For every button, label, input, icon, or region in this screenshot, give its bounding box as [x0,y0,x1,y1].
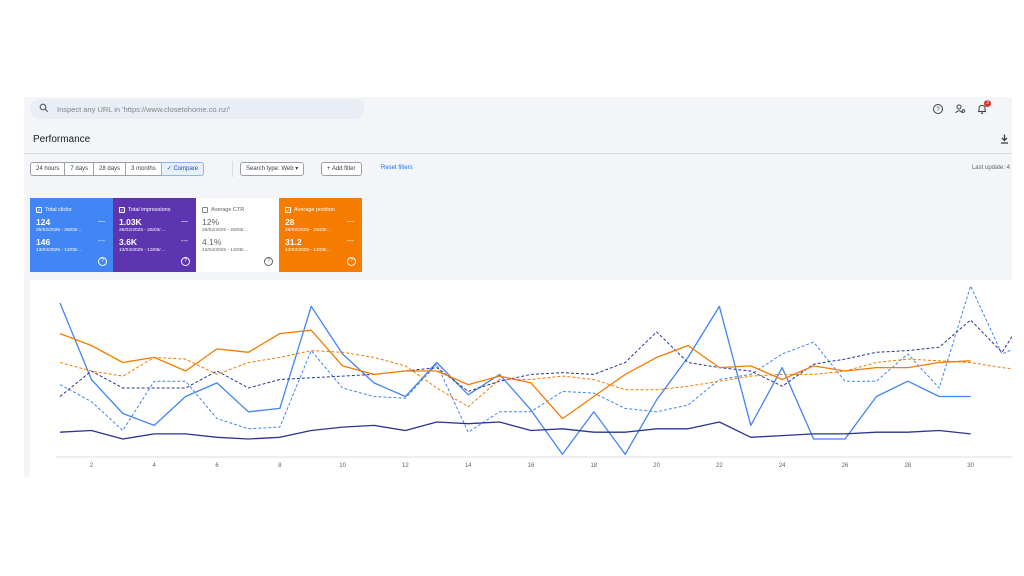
x-tick-label: 26 [842,463,849,469]
x-tick-label: 14 [465,463,472,469]
metric-range-previous: 13/04/2025 - 13/05/… [36,248,83,253]
metric-value-current: 12% [202,217,220,227]
range-7-days[interactable]: 7 days [64,162,95,176]
checkbox-checked-icon[interactable]: ✓ [119,207,125,214]
x-tick-label: 22 [716,463,723,469]
help-icon[interactable]: ? [347,257,356,266]
manage-users-icon[interactable] [954,103,966,115]
search-type-label: Search type: Web [246,166,294,172]
search-type-dropdown[interactable]: Search type: Web ▾ [240,162,305,176]
performance-chart[interactable]: 2 4 6 8 10 12 14 16 18 20 22 24 26 28 30 [30,280,1024,478]
series-line-2 [59,421,971,440]
metric-range-current: 26/02/2025 - 26/03/… [285,228,332,233]
x-tick-label: 10 [339,463,346,469]
help-icon[interactable]: ? [98,257,107,266]
metric-value-previous: 146 [36,237,51,247]
x-tick-label: 2 [90,463,94,469]
caret-down-icon: ▾ [295,166,299,172]
metric-label: Total clicks [45,207,72,213]
metric-value-current: 28 [285,217,295,227]
series-line-3 [59,316,1024,397]
metric-range-previous: 13/04/2025 - 13/05/… [285,248,332,253]
metric-card-total-impressions[interactable]: ✓ Total impressions 1.03K 26/02/2025 - 26… [113,198,196,272]
add-filter-label: Add filter [331,166,356,172]
dashed-line-legend-icon: --- [181,238,188,245]
metric-value-previous: 4.1% [202,237,222,247]
metric-value-current: 1.03K [119,217,142,227]
metric-range-previous: 13/04/2025 - 13/05/… [119,248,166,253]
x-tick-label: 12 [402,463,409,469]
range-28-days[interactable]: 28 days [93,162,127,176]
help-icon[interactable]: ? [264,257,273,266]
dashed-line-legend-icon: --- [347,238,354,245]
series-line-5 [59,350,1024,408]
series-line-4 [59,329,971,420]
notification-badge: 3 [984,100,991,107]
performance-line-chart[interactable]: 2 4 6 8 10 12 14 16 18 20 22 24 26 28 30 [30,280,1024,478]
url-inspect-input[interactable] [57,101,357,117]
metric-range-previous: 13/04/2025 - 13/05/… [202,248,249,253]
x-tick-label: 18 [590,463,597,469]
metric-value-previous: 3.6K [119,237,137,247]
x-tick-label: 24 [779,463,786,469]
x-tick-label: 6 [215,463,219,469]
help-icon[interactable]: ? [181,257,190,266]
top-bar: ? 3 [24,97,1012,123]
last-update-text: Last update: 4 [971,165,1010,171]
notifications-icon[interactable] [976,103,988,115]
metric-range-current: 26/02/2025 - 26/03/… [202,228,249,233]
dashed-line-legend-icon: --- [98,238,105,245]
metric-label: Total impressions [128,207,171,213]
metric-cards: ✓ Total clicks 124 26/02/2025 - 26/03/… 1… [30,198,362,272]
check-icon: ✓ [166,166,174,172]
series-line-0 [59,302,971,455]
range-3-months[interactable]: 3 months [125,162,162,176]
metric-range-current: 26/02/2025 - 26/03/… [119,228,166,233]
x-tick-label: 16 [528,463,535,469]
checkbox-unchecked-icon[interactable] [202,207,208,213]
download-icon[interactable] [1000,134,1009,144]
x-tick-label: 28 [904,463,911,469]
metric-label: Average position [294,207,335,213]
reset-filters-link[interactable]: Reset filters [381,165,413,171]
checkbox-checked-icon[interactable]: ✓ [285,207,291,214]
add-filter-button[interactable]: + Add filter [321,162,362,176]
toolbar-separator [232,161,233,177]
metric-label: Average CTR [211,207,245,213]
compare-chip[interactable]: ✓ Compare [160,162,205,176]
range-24-hours[interactable]: 24 hours [30,162,66,176]
solid-line-legend-icon: — [347,218,354,225]
x-tick-label: 4 [153,463,157,469]
compare-label: Compare [173,166,199,172]
metric-card-total-clicks[interactable]: ✓ Total clicks 124 26/02/2025 - 26/03/… 1… [30,198,113,272]
metric-value-previous: 31.2 [285,237,302,247]
x-tick-label: 20 [653,463,660,469]
metric-range-current: 26/02/2025 - 26/03/… [36,228,83,233]
metric-card-average-ctr[interactable]: Average CTR 12% 26/02/2025 - 26/03/… 4.1… [196,198,279,272]
search-icon [39,103,49,113]
x-tick-label: 30 [967,463,974,469]
date-range-selector: 24 hours 7 days 28 days 3 months ✓ Compa… [30,162,205,176]
plus-icon: + [327,166,332,172]
url-inspect-search[interactable] [30,99,364,119]
checkbox-checked-icon[interactable]: ✓ [36,207,42,214]
metric-card-average-position[interactable]: ✓ Average position 28 26/02/2025 - 26/03/… [279,198,362,272]
help-icon[interactable]: ? [932,103,944,115]
solid-line-legend-icon: — [181,218,188,225]
page-title: Performance [33,134,91,145]
solid-line-legend-icon: — [98,218,105,225]
x-tick-label: 8 [278,463,282,469]
header-divider [24,153,1012,154]
metric-value-current: 124 [36,217,51,227]
svg-text:?: ? [936,107,940,113]
